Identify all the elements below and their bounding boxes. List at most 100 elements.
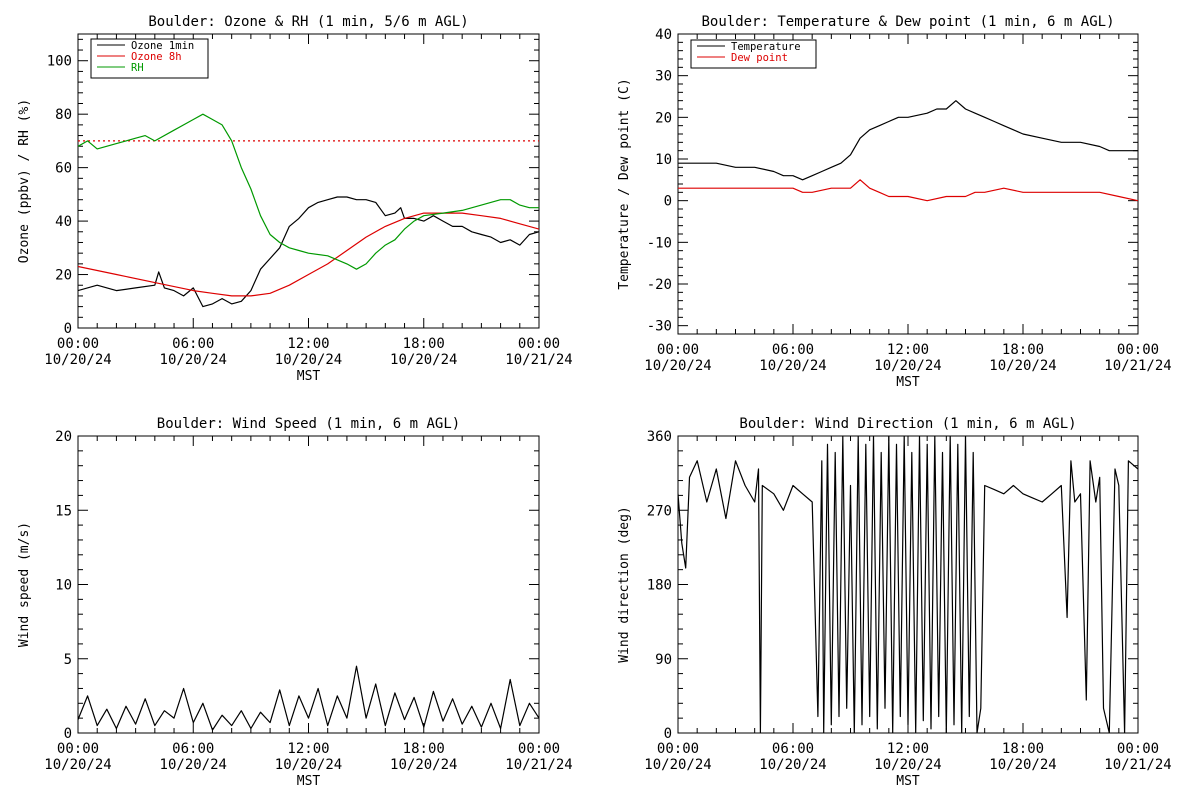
x-tick-label-date: 10/20/24 [44, 757, 111, 773]
x-tick-label-time: 00:00 [657, 342, 699, 358]
wind-direction-panel: Boulder: Wind Direction (1 min, 6 m AGL)… [617, 416, 1172, 789]
x-tick-label-date: 10/20/24 [644, 757, 711, 773]
x-tick-label-date: 10/21/24 [1104, 757, 1171, 773]
y-tick-label: 100 [47, 54, 72, 70]
y-tick-label: 30 [655, 69, 672, 85]
y-axis-label: Wind speed (m/s) [17, 522, 32, 647]
y-tick-label: 40 [55, 214, 72, 230]
y-axis-label: Ozone (ppbv) / RH (%) [17, 99, 32, 263]
x-tick-label-date: 10/20/24 [390, 757, 457, 773]
y-tick-label: 80 [55, 107, 72, 123]
y-tick-label: 10 [655, 152, 672, 168]
x-tick-label-time: 18:00 [403, 336, 445, 352]
x-tick-label-time: 12:00 [287, 336, 329, 352]
x-tick-label-time: 12:00 [887, 741, 929, 757]
y-tick-label: -20 [647, 277, 672, 293]
legend-label: RH [131, 62, 144, 74]
legend-label: Temperature [731, 41, 801, 53]
y-tick-label: 40 [655, 27, 672, 43]
y-tick-label: 90 [655, 652, 672, 668]
x-tick-label-time: 18:00 [1002, 741, 1044, 757]
series-group [78, 665, 539, 731]
legend-label: Ozone 1min [131, 40, 194, 52]
x-tick-label-date: 10/20/24 [759, 757, 826, 773]
x-tick-label-date: 10/20/24 [644, 358, 711, 374]
series-rh [78, 113, 539, 270]
x-axis-label: MST [297, 774, 321, 789]
x-tick-label-date: 10/20/24 [759, 358, 826, 374]
x-tick-label-date: 10/21/24 [1104, 358, 1171, 374]
x-axis-label: MST [896, 774, 920, 789]
x-tick-label-time: 00:00 [57, 741, 99, 757]
x-tick-label-date: 10/20/24 [275, 757, 342, 773]
x-tick-label-date: 10/21/24 [505, 757, 572, 773]
temperature-dewpoint-panel: Boulder: Temperature & Dew point (1 min,… [617, 14, 1172, 390]
chart-title: Boulder: Wind Direction (1 min, 6 m AGL) [739, 416, 1076, 432]
series-group [678, 100, 1138, 202]
x-tick-label-time: 12:00 [287, 741, 329, 757]
x-tick-label-date: 10/20/24 [275, 352, 342, 368]
series-ozone-8h [78, 212, 539, 297]
x-tick-label-date: 10/20/24 [44, 352, 111, 368]
plot-frame [677, 33, 1139, 335]
x-tick-label-time: 06:00 [772, 342, 814, 358]
chart-title: Boulder: Ozone & RH (1 min, 5/6 m AGL) [148, 14, 468, 30]
x-tick-label-date: 10/20/24 [874, 757, 941, 773]
x-tick-label-date: 10/20/24 [989, 757, 1056, 773]
y-axis-label: Wind direction (deg) [617, 506, 632, 663]
chart-title: Boulder: Temperature & Dew point (1 min,… [701, 14, 1114, 30]
legend-box [690, 39, 817, 69]
y-tick-label: 20 [55, 268, 72, 284]
x-tick-label-date: 10/20/24 [989, 358, 1056, 374]
y-tick-label: 20 [655, 110, 672, 126]
y-tick-label: 60 [55, 161, 72, 177]
x-axis-label: MST [896, 375, 920, 390]
x-tick-label-time: 00:00 [1117, 342, 1159, 358]
y-tick-label: 360 [647, 429, 672, 445]
x-tick-label-time: 18:00 [1002, 342, 1044, 358]
y-tick-label: 270 [647, 503, 672, 519]
legend-label: Ozone 8h [131, 51, 182, 63]
x-tick-label-time: 00:00 [57, 336, 99, 352]
x-tick-label-date: 10/20/24 [160, 757, 227, 773]
y-tick-label: 5 [64, 652, 72, 668]
x-tick-label-time: 00:00 [518, 741, 560, 757]
chart-title: Boulder: Wind Speed (1 min, 6 m AGL) [157, 416, 460, 432]
legend-label: Dew point [731, 52, 788, 64]
x-tick-label-time: 06:00 [172, 336, 214, 352]
x-tick-label-date: 10/20/24 [874, 358, 941, 374]
y-axis-label: Temperature / Dew point (C) [617, 78, 632, 289]
x-tick-label-time: 00:00 [657, 741, 699, 757]
x-tick-label-date: 10/20/24 [390, 352, 457, 368]
y-tick-label: 180 [647, 578, 672, 594]
series-line [78, 665, 539, 731]
x-tick-label-time: 06:00 [772, 741, 814, 757]
y-tick-label: 20 [55, 429, 72, 445]
y-tick-label: 10 [55, 578, 72, 594]
wind-speed-panel: Boulder: Wind Speed (1 min, 6 m AGL) 0 5 10… [17, 416, 573, 789]
plot-frame [77, 435, 540, 734]
y-tick-label: 0 [64, 726, 72, 742]
y-tick-label: -10 [647, 235, 672, 251]
series-group [678, 436, 1138, 733]
x-tick-label-date: 10/21/24 [505, 352, 572, 368]
y-tick-label: 0 [64, 321, 72, 337]
x-axis-label: MST [297, 369, 321, 384]
y-tick-label: -30 [647, 319, 672, 335]
x-tick-label-time: 18:00 [403, 741, 445, 757]
x-tick-label-time: 06:00 [172, 741, 214, 757]
x-tick-label-time: 12:00 [887, 342, 929, 358]
series-ozone-1min [78, 196, 539, 308]
x-tick-label-date: 10/20/24 [160, 352, 227, 368]
y-tick-label: 15 [55, 503, 72, 519]
series-group [78, 113, 539, 308]
y-tick-label: 0 [664, 194, 672, 210]
series-dew-point [678, 179, 1138, 202]
series-temperature [678, 100, 1138, 181]
y-tick-label: 0 [664, 726, 672, 742]
x-tick-label-time: 00:00 [1117, 741, 1159, 757]
x-tick-label-time: 00:00 [518, 336, 560, 352]
ozone-rh-panel: Boulder: Ozone & RH (1 min, 5/6 m AGL) 0 2… [17, 14, 573, 384]
series-line [678, 436, 1138, 733]
